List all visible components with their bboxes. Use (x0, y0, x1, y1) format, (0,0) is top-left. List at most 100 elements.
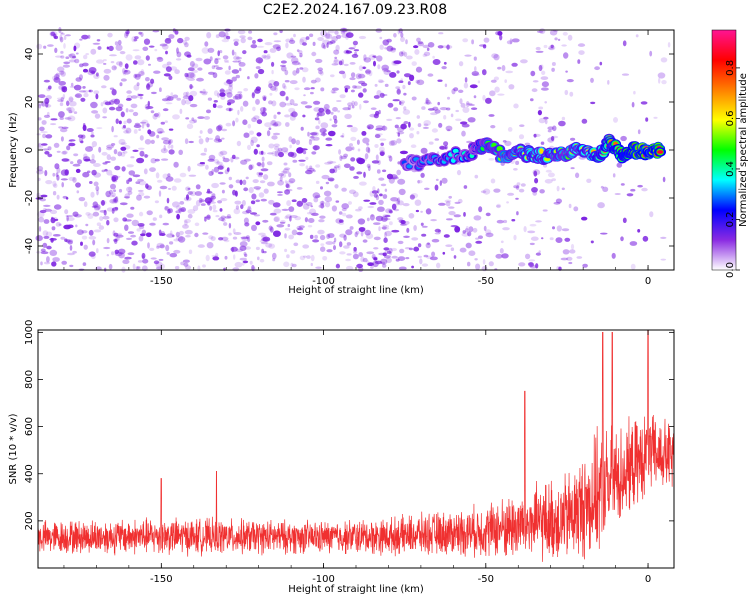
noise-point (302, 42, 307, 46)
noise-point (299, 67, 304, 70)
noise-point (92, 211, 100, 217)
noise-point (159, 130, 165, 134)
noise-point (497, 31, 503, 36)
noise-point (138, 224, 145, 230)
noise-point (296, 225, 302, 230)
noise-point (68, 59, 76, 63)
noise-point (493, 54, 500, 61)
noise-point (337, 110, 340, 113)
noise-point (358, 252, 364, 257)
noise-point (112, 230, 116, 237)
noise-point (217, 165, 224, 170)
noise-point (357, 73, 366, 79)
noise-point (119, 51, 126, 55)
noise-point (168, 187, 171, 190)
noise-point (185, 265, 191, 270)
noise-point (343, 153, 348, 158)
noise-point (101, 200, 105, 206)
noise-point (40, 248, 46, 253)
noise-point (471, 71, 479, 76)
noise-point (362, 88, 367, 93)
noise-point (148, 63, 151, 66)
noise-point (220, 198, 228, 202)
noise-point (463, 212, 466, 217)
noise-point (284, 167, 291, 171)
noise-point (553, 201, 561, 205)
noise-point (391, 247, 397, 252)
noise-point (141, 124, 145, 129)
noise-point (227, 167, 230, 173)
noise-point (311, 131, 320, 137)
noise-point (406, 55, 413, 60)
noise-point (538, 250, 541, 254)
noise-point (462, 230, 466, 234)
noise-point (203, 58, 212, 65)
noise-point (288, 206, 295, 212)
noise-point (288, 234, 294, 240)
noise-point (170, 144, 174, 149)
noise-point (362, 239, 368, 243)
noise-point (244, 222, 250, 227)
noise-point (373, 236, 381, 241)
noise-point (556, 185, 560, 192)
noise-point (261, 54, 267, 59)
noise-point (226, 79, 231, 82)
noise-point (511, 62, 518, 67)
noise-point (337, 163, 341, 170)
noise-point (548, 47, 555, 50)
noise-point (62, 94, 66, 99)
noise-point (504, 140, 512, 147)
noise-point (318, 70, 323, 75)
noise-point (373, 257, 378, 261)
noise-point (138, 147, 145, 150)
noise-point (262, 236, 271, 242)
noise-point (335, 200, 340, 203)
noise-point (341, 187, 347, 192)
noise-point (324, 162, 332, 165)
noise-point (590, 240, 594, 244)
noise-point (358, 206, 363, 210)
noise-point (169, 66, 178, 71)
noise-point (96, 59, 104, 64)
noise-point (458, 89, 464, 94)
noise-point (386, 45, 394, 52)
noise-point (485, 97, 492, 104)
noise-point (117, 151, 122, 157)
noise-point (345, 50, 353, 54)
signal-point (539, 148, 544, 154)
noise-point (123, 69, 131, 75)
noise-point (223, 35, 228, 40)
noise-point (282, 168, 290, 174)
noise-point (450, 247, 455, 251)
noise-point (355, 73, 362, 80)
noise-point (555, 198, 563, 204)
noise-point (85, 146, 93, 152)
noise-point (176, 51, 182, 58)
noise-point (299, 255, 306, 261)
noise-point (302, 76, 306, 83)
noise-point (233, 208, 241, 215)
noise-point (73, 153, 79, 157)
noise-point (379, 138, 387, 141)
noise-point (114, 251, 123, 257)
noise-point (43, 204, 51, 207)
noise-point (542, 209, 548, 212)
noise-point (376, 169, 381, 174)
noise-point (600, 232, 608, 235)
noise-point (273, 122, 279, 127)
noise-point (43, 45, 47, 49)
noise-point (435, 178, 439, 181)
noise-point (564, 237, 571, 242)
noise-point (204, 216, 207, 222)
noise-point (375, 215, 384, 222)
noise-point (154, 158, 160, 162)
noise-point (338, 211, 343, 215)
noise-point (311, 212, 319, 216)
noise-point (594, 66, 600, 71)
noise-point (69, 53, 76, 59)
noise-point (401, 52, 404, 55)
noise-point (59, 116, 64, 120)
noise-point (272, 44, 281, 49)
colorbar-label: Normalized spectral amplitude (738, 73, 749, 227)
noise-point (119, 202, 128, 206)
